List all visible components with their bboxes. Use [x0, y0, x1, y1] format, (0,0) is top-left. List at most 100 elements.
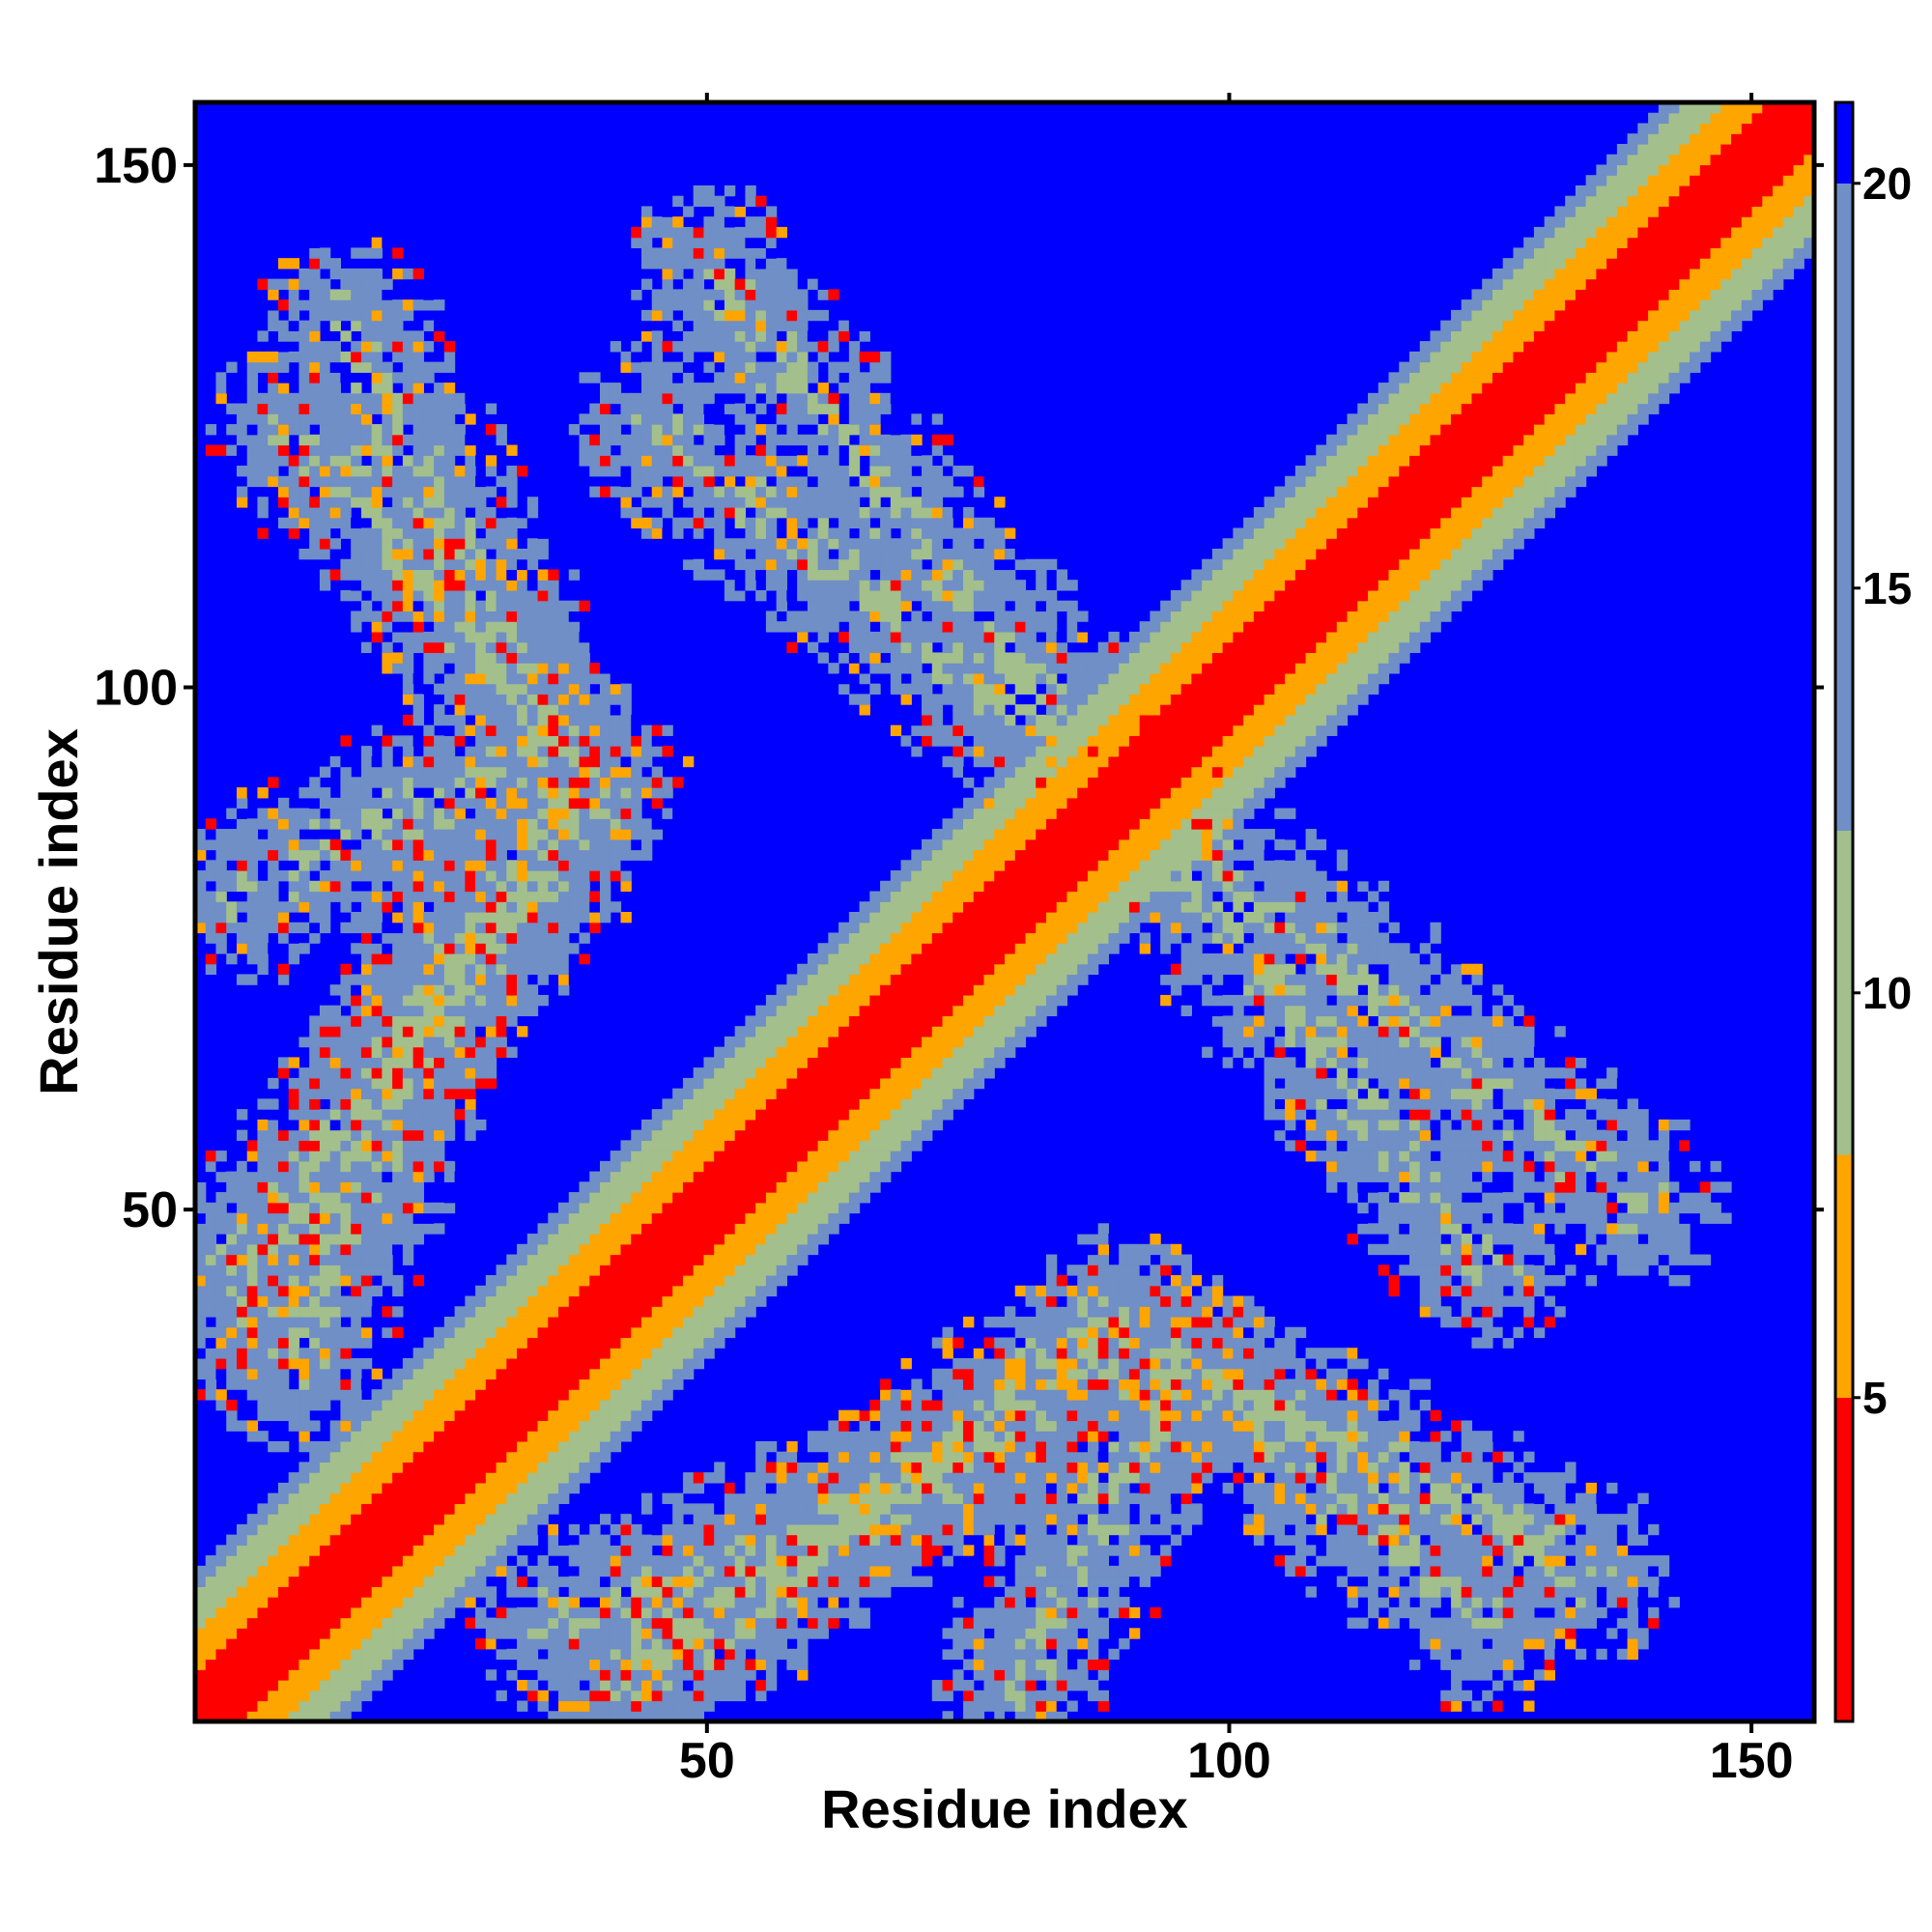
heatmap-cell: [640, 1617, 653, 1629]
heatmap-cell: [568, 870, 581, 882]
heatmap-cell: [734, 413, 747, 425]
heatmap-cell: [714, 517, 725, 529]
heatmap-cell: [205, 829, 217, 840]
heatmap-cell: [517, 507, 528, 519]
heatmap-cell: [682, 1357, 695, 1370]
heatmap-cell: [423, 1420, 435, 1432]
heatmap-cell: [734, 247, 747, 259]
heatmap-cell: [600, 870, 611, 882]
heatmap-cell: [526, 724, 539, 736]
heatmap-cell: [631, 1317, 642, 1328]
heatmap-cell: [454, 1514, 466, 1525]
heatmap-cell: [329, 1015, 342, 1027]
heatmap-cell: [548, 589, 559, 602]
heatmap-cell: [526, 1368, 539, 1380]
heatmap-cell: [703, 392, 715, 405]
heatmap-cell: [340, 507, 352, 519]
heatmap-cell: [682, 1711, 695, 1721]
heatmap-cell: [392, 714, 404, 726]
heatmap-cell: [526, 787, 539, 799]
heatmap-cell: [454, 672, 466, 685]
heatmap-cell: [454, 1317, 466, 1328]
heatmap-cell: [319, 548, 331, 560]
heatmap-cell: [579, 1648, 590, 1661]
heatmap-cell: [589, 1534, 601, 1546]
heatmap-cell: [434, 558, 445, 571]
heatmap-cell: [517, 1399, 528, 1411]
heatmap-cell: [610, 755, 622, 768]
heatmap-cell: [309, 849, 321, 861]
heatmap-cell: [288, 1109, 300, 1121]
heatmap-cell: [277, 1440, 290, 1453]
heatmap-cell: [600, 1357, 611, 1370]
heatmap-cell: [568, 569, 581, 581]
heatmap-cell: [506, 891, 518, 902]
heatmap-cell: [517, 994, 528, 1007]
heatmap-cell: [703, 258, 715, 270]
heatmap-cell: [703, 1202, 715, 1214]
heatmap-cell: [600, 444, 611, 456]
heatmap-cell: [526, 683, 539, 695]
heatmap-cell: [319, 797, 331, 810]
heatmap-cell: [548, 952, 559, 965]
heatmap-cell: [465, 631, 476, 643]
heatmap-cell: [693, 1326, 705, 1339]
heatmap-cell: [402, 631, 414, 643]
heatmap-cell: [703, 1057, 715, 1068]
heatmap-cell: [434, 527, 445, 539]
heatmap-cell: [434, 932, 445, 944]
heatmap-cell: [734, 444, 747, 456]
heatmap-cell: [693, 1597, 705, 1608]
heatmap-cell: [454, 663, 466, 674]
heatmap-cell: [485, 755, 497, 768]
heatmap-cell: [526, 1638, 539, 1650]
heatmap-cell: [496, 1451, 507, 1463]
heatmap-cell: [360, 943, 373, 954]
heatmap-cell: [548, 694, 559, 705]
heatmap-cell: [268, 444, 279, 456]
heatmap-cell: [257, 1151, 269, 1162]
heatmap-cell: [309, 1140, 321, 1151]
heatmap-cell: [496, 1545, 507, 1556]
heatmap-cell: [340, 1523, 352, 1536]
heatmap-cell: [226, 372, 238, 384]
heatmap-cell: [454, 1348, 466, 1359]
heatmap-cell: [465, 538, 476, 550]
heatmap-cell: [537, 621, 549, 633]
heatmap-cell: [257, 1317, 269, 1328]
heatmap-cell: [309, 1337, 321, 1349]
heatmap-cell: [496, 1482, 507, 1494]
heatmap-cell: [526, 952, 539, 965]
heatmap-cell: [371, 932, 383, 944]
heatmap-cell: [360, 912, 373, 923]
heatmap-cell: [329, 434, 342, 446]
heatmap-cell: [371, 1606, 383, 1619]
heatmap-cell: [506, 943, 518, 954]
heatmap-cell: [662, 1202, 673, 1214]
heatmap-cell: [548, 1482, 559, 1494]
heatmap-cell: [402, 1119, 414, 1131]
heatmap-cell: [226, 1648, 238, 1661]
heatmap-cell: [579, 1181, 590, 1193]
heatmap-cell: [640, 1586, 653, 1598]
heatmap-cell: [288, 486, 300, 497]
heatmap-cell: [205, 838, 217, 851]
heatmap-cell: [537, 672, 549, 685]
heatmap-cell: [434, 943, 445, 954]
heatmap-cell: [568, 1326, 581, 1339]
heatmap-cell: [319, 434, 331, 446]
heatmap-cell: [703, 403, 715, 414]
heatmap-cell: [360, 1192, 373, 1204]
heatmap-cell: [526, 1586, 539, 1598]
heatmap-cell: [610, 1606, 622, 1619]
heatmap-cell: [610, 434, 622, 446]
heatmap-cell: [589, 755, 601, 768]
heatmap-cell: [734, 1254, 747, 1265]
heatmap-cell: [517, 1462, 528, 1473]
heatmap-cell: [329, 1389, 342, 1401]
heatmap-cell: [257, 1680, 269, 1691]
heatmap-cell: [268, 1192, 279, 1204]
heatmap-cell: [485, 589, 497, 602]
heatmap-cell: [236, 1648, 248, 1661]
heatmap-cell: [703, 455, 715, 467]
